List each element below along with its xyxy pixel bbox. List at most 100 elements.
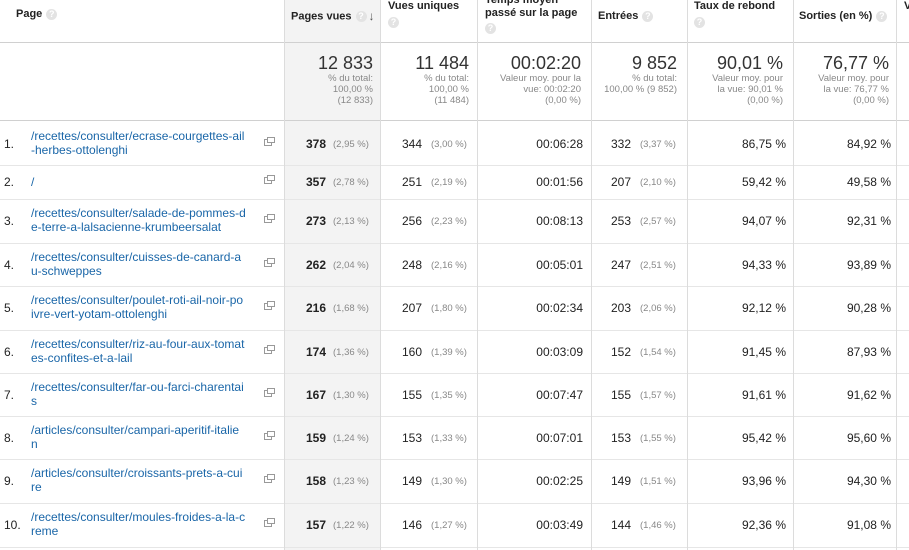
header-divider (0, 42, 909, 43)
avg-time-value: 00:08:13 (536, 214, 583, 228)
header-avg-time[interactable]: Temps moyen passé sur la page? (485, 0, 585, 34)
page-link[interactable]: /recettes/consulter/ecrase-courgettes-ai… (31, 129, 263, 157)
open-in-new-window-icon[interactable] (264, 344, 275, 354)
header-bounce[interactable]: Taux de rebond? (694, 0, 794, 28)
header-pageviews[interactable]: Pages vues? ↓ (291, 10, 381, 23)
unique-value: 155 (401, 387, 422, 402)
page-link[interactable]: /recettes/consulter/salade-de-pommes-d e-… (31, 206, 263, 234)
question-circle-icon[interactable]: ? (642, 10, 654, 22)
pageviews-value: 157 (305, 518, 326, 532)
column-divider (687, 0, 688, 550)
header-page[interactable]: Page? (16, 8, 276, 21)
open-in-new-window-icon[interactable] (264, 136, 275, 146)
unique-percent: (1,30 %) (431, 476, 467, 487)
unique-value: 248 (401, 257, 422, 272)
exit-rate-value: 94,30 % (846, 474, 891, 488)
unique-percent: (1,39 %) (431, 346, 467, 358)
total-unique: 11 484 % du total: 100,00 % (11 484) (380, 53, 469, 106)
question-circle-icon[interactable]: ? (876, 10, 888, 22)
pageviews-percent: (2,13 %) (333, 216, 369, 227)
total-caption: (12 833) (337, 95, 373, 106)
page-link-line: /recettes/consulter/far-ou-farci-charent… (31, 379, 244, 394)
totals-divider (0, 120, 909, 121)
open-in-new-window-icon[interactable] (264, 214, 275, 223)
open-in-new-window-icon[interactable] (264, 175, 275, 184)
unique-percent: (1,80 %) (431, 303, 467, 314)
row-number: 1. (4, 136, 15, 151)
pageviews-value: 357 (305, 175, 326, 189)
entrances-percent: (2,57 %) (640, 216, 676, 227)
page-link[interactable]: /articles/consulter/campari-aperitif-ita… (31, 423, 263, 451)
exit-rate-value: 90,28 % (846, 301, 891, 315)
total-pageviews: 12 833 % du total: 100,00 % (12 833) (285, 53, 373, 106)
column-divider (591, 0, 592, 550)
row-number: 10. (4, 518, 21, 532)
arrow-down-icon[interactable]: ↓ (368, 9, 375, 23)
header-partial[interactable]: V (904, 0, 909, 13)
avg-time-value: 00:07:01 (536, 430, 583, 445)
column-divider (380, 0, 381, 550)
total-caption: Valeur moy. pour (818, 73, 889, 84)
page-link-line: /recettes/consulter/riz-au-four-aux-toma… (31, 336, 245, 351)
total-caption: 100,00 % (332, 84, 373, 95)
entrances-value: 153 (610, 430, 631, 445)
page-link[interactable]: /recettes/consulter/far-ou-farci-charent… (31, 380, 263, 408)
page-link-line: s (31, 393, 37, 408)
avg-time-value: 00:05:01 (536, 257, 583, 272)
unique-percent: (2,16 %) (431, 259, 467, 271)
avg-time-value: 00:01:56 (536, 175, 583, 189)
page-link[interactable]: /recettes/consulter/poulet-roti-ail-noir… (31, 293, 263, 321)
pageviews-value: 273 (305, 214, 326, 228)
exit-rate-value: 93,89 % (846, 257, 891, 272)
page-link-line: es-confites-et-a-lail (31, 350, 133, 365)
entrances-percent: (1,51 %) (640, 476, 676, 487)
header-partial-label: V (904, 0, 909, 12)
unique-value: 256 (401, 214, 422, 228)
page-link[interactable]: / (31, 175, 263, 189)
total-exits: 76,77 % Valeur moy. pour la vue: 76,77 %… (794, 53, 889, 106)
question-circle-icon[interactable]: ? (485, 23, 496, 34)
total-value: 9 852 (631, 53, 677, 73)
total-caption: la vue: 90,01 % (717, 84, 784, 95)
pageviews-percent: (2,95 %) (333, 138, 369, 150)
question-circle-icon[interactable]: ? (694, 17, 705, 28)
open-in-new-window-icon[interactable] (264, 301, 275, 310)
pageviews-percent: (1,24 %) (333, 432, 369, 444)
open-in-new-window-icon[interactable] (264, 474, 275, 483)
question-circle-icon[interactable]: ? (46, 8, 58, 20)
row-number: 6. (4, 344, 15, 359)
pageviews-value: 167 (305, 387, 326, 402)
open-in-new-window-icon[interactable] (264, 518, 275, 527)
avg-time-value: 00:06:28 (536, 136, 583, 151)
entrances-percent: (1,55 %) (640, 432, 676, 444)
unique-percent: (1,27 %) (431, 520, 467, 531)
open-in-new-window-icon[interactable] (264, 257, 275, 267)
header-unique[interactable]: Vues uniques? (388, 0, 473, 28)
header-bounce-label: Taux de rebond (694, 0, 776, 12)
sorted-column-highlight (285, 0, 380, 550)
page-link[interactable]: /articles/consulter/croissants-prets-a-c… (31, 466, 263, 494)
pageviews-percent: (1,30 %) (333, 389, 369, 401)
pageviews-percent: (2,04 %) (333, 259, 369, 271)
header-entrances[interactable]: Entrées? (598, 10, 683, 23)
page-link[interactable]: /recettes/consulter/moules-froides-a-la-… (31, 510, 263, 538)
open-in-new-window-icon[interactable] (264, 387, 275, 397)
page-link[interactable]: /recettes/consulter/riz-au-four-aux-toma… (31, 337, 263, 365)
total-caption: % du total: (424, 73, 469, 84)
avg-time-value: 00:02:25 (536, 474, 583, 488)
bounce-rate-value: 59,42 % (741, 175, 786, 189)
open-in-new-window-icon[interactable] (264, 430, 275, 440)
pageviews-value: 174 (305, 344, 326, 359)
header-exits[interactable]: Sorties (en %)? (799, 10, 899, 23)
page-link[interactable]: /recettes/consulter/cuisses-de-canard-a u… (31, 250, 263, 278)
question-circle-icon[interactable]: ? (355, 11, 367, 22)
entrances-value: 144 (610, 518, 631, 532)
bounce-rate-value: 91,45 % (741, 344, 786, 359)
exit-rate-value: 84,92 % (846, 136, 891, 151)
entrances-percent: (1,54 %) (640, 346, 676, 358)
question-circle-icon[interactable]: ? (388, 17, 399, 28)
unique-percent: (1,33 %) (431, 432, 467, 444)
pageviews-percent: (1,68 %) (333, 303, 369, 314)
entrances-percent: (1,46 %) (640, 520, 676, 531)
page-link-line: -herbes-ottolenghi (31, 142, 128, 157)
